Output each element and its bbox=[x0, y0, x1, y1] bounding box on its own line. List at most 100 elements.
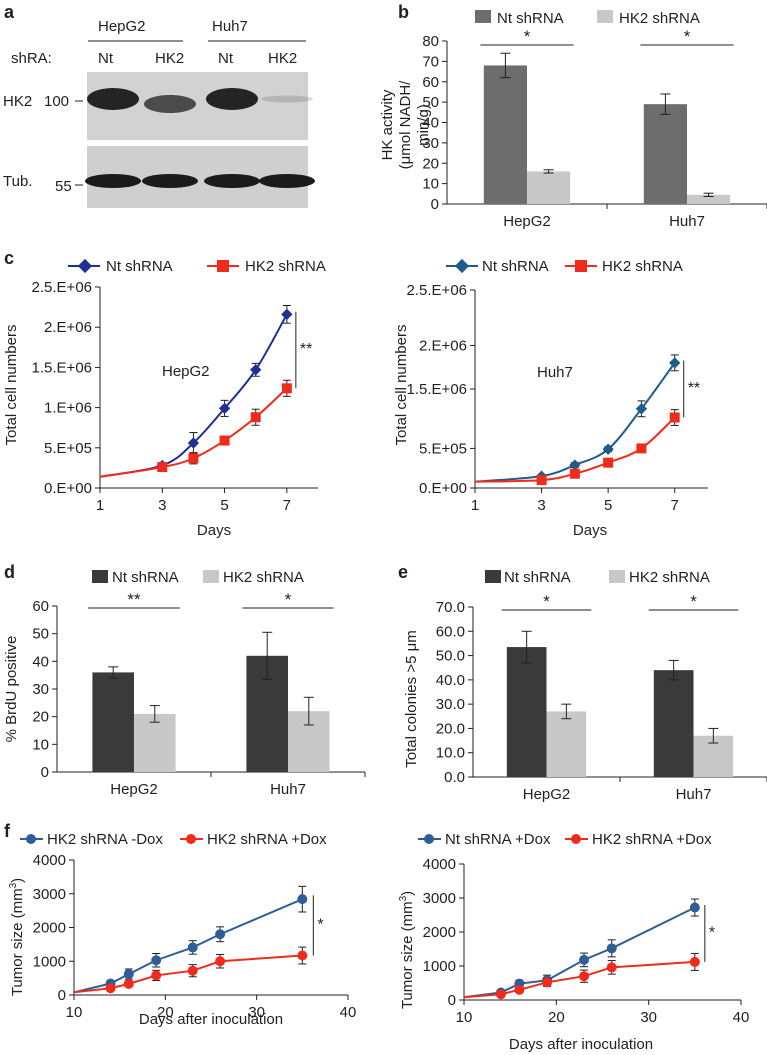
significance-mark: * bbox=[285, 590, 292, 609]
plot-c2: 0.E+00 5.E+05 1.5.E+06 2.E+06 2.5.E+06 1 3 5 7 ** bbox=[407, 282, 708, 514]
y-tick-label: 0 bbox=[58, 987, 66, 1004]
y-tick-label: 2.E+06 bbox=[419, 337, 467, 354]
legend-label-f2-a: Nt shRNA +Dox bbox=[445, 831, 551, 848]
x-tick-label: 10 bbox=[456, 1009, 473, 1026]
blot-lane-2: HK2 bbox=[155, 50, 184, 67]
legend-swatch-nt bbox=[475, 10, 491, 23]
legend-marker-c2-hk2 bbox=[575, 260, 587, 272]
data-point bbox=[542, 977, 553, 988]
legend-label-f1-b: HK2 shRNA +Dox bbox=[207, 831, 327, 848]
panel-letter-a: a bbox=[4, 2, 15, 22]
data-point bbox=[495, 989, 506, 1000]
x-tick-label: 7 bbox=[671, 497, 679, 514]
y-tick-label: 3000 bbox=[33, 886, 66, 903]
significance-mark: * bbox=[543, 592, 550, 611]
bar bbox=[687, 194, 731, 204]
blot-band-tub bbox=[85, 174, 141, 188]
legend-label-c1-nt: Nt shRNA bbox=[106, 258, 173, 275]
data-point bbox=[297, 950, 308, 961]
xlabel-f2: Days after inoculation bbox=[509, 1036, 653, 1053]
bar bbox=[506, 647, 547, 777]
data-point bbox=[536, 475, 547, 486]
legend-marker-f2-b bbox=[571, 834, 581, 844]
legend-label-hk2: HK2 shRNA bbox=[619, 10, 700, 27]
y-tick-label: 1.5.E+06 bbox=[407, 381, 467, 398]
x-tick-label: 1 bbox=[96, 497, 104, 514]
x-tick-label: Huh7 bbox=[270, 781, 306, 798]
legend-marker-f2-a bbox=[424, 834, 434, 844]
x-tick-label: 30 bbox=[248, 1004, 265, 1021]
y-tick-label: 0.0 bbox=[444, 769, 465, 786]
blot-band-hk2 bbox=[206, 88, 258, 110]
significance-mark: ** bbox=[127, 590, 141, 609]
y-tick-label: 1.5.E+06 bbox=[32, 359, 92, 376]
data-point bbox=[569, 459, 581, 471]
data-point bbox=[606, 962, 617, 973]
blot-hk2-label: HK2 bbox=[3, 93, 32, 110]
blot-band-tub bbox=[204, 174, 260, 188]
plot-c1: 0.E+00 5.E+05 1.E+06 1.5.E+06 2.E+06 2.5.E+06… bbox=[32, 279, 318, 514]
panel-letter-c: c bbox=[4, 248, 14, 268]
data-point bbox=[218, 402, 231, 415]
legend-label-nt: Nt shRNA bbox=[497, 10, 564, 27]
data-point bbox=[635, 403, 648, 415]
x-tick-label: 40 bbox=[340, 1004, 357, 1021]
data-point bbox=[669, 357, 681, 369]
y-tick-label: 2.E+06 bbox=[44, 319, 92, 336]
data-point bbox=[215, 929, 226, 940]
bar bbox=[483, 65, 527, 204]
annotation-c2: Huh7 bbox=[537, 364, 573, 381]
panel-letter-b: b bbox=[398, 2, 409, 22]
plot-b: 0 10 20 30 40 50 60 70 80 HepG2 * Huh7 * bbox=[422, 27, 767, 230]
x-tick-label: 10 bbox=[66, 1004, 83, 1021]
plot-f1: 0 1000 2000 3000 4000 10 20 30 40 * bbox=[33, 852, 357, 1021]
data-point bbox=[281, 308, 293, 320]
blot-band-tub bbox=[142, 174, 198, 188]
y-tick-label: 50.0 bbox=[436, 648, 465, 665]
data-point bbox=[187, 437, 200, 449]
y-tick-label: 60 bbox=[422, 74, 439, 91]
data-point bbox=[250, 364, 262, 376]
blot-band-hk2 bbox=[261, 95, 313, 103]
panel-c: c Nt shRNA HK2 shRNA 0.E+00 5.E+05 1.E+06 1… bbox=[3, 248, 708, 539]
y-tick-label: 70 bbox=[422, 53, 439, 70]
y-tick-label: 10.0 bbox=[436, 745, 465, 762]
y-tick-label: 1000 bbox=[33, 953, 66, 970]
x-tick-label: 40 bbox=[733, 1009, 750, 1026]
data-point bbox=[297, 894, 308, 905]
ylabel-f2: Tumor size (mm3) bbox=[398, 891, 416, 1009]
y-tick-label: 0 bbox=[41, 764, 49, 781]
ylabel-c2: Total cell numbers bbox=[393, 325, 410, 446]
significance-mark: * bbox=[524, 27, 531, 46]
x-tick-label: 20 bbox=[157, 1004, 174, 1021]
y-tick-label: 70.0 bbox=[436, 599, 465, 616]
blot-shra-label: shRA: bbox=[11, 50, 52, 67]
y-tick-label: 50 bbox=[32, 626, 49, 643]
data-point bbox=[669, 412, 680, 423]
y-tick-label: 20 bbox=[422, 155, 439, 172]
y-tick-label: 10 bbox=[32, 736, 49, 753]
legend-swatch-d-nt bbox=[92, 570, 108, 583]
legend-label-c2-hk2: HK2 shRNA bbox=[602, 258, 683, 275]
panel-e: e Nt shRNA HK2 shRNA 0.0 10.0 20.0 30.0 40.0… bbox=[398, 562, 767, 803]
data-point bbox=[187, 942, 198, 953]
blot-band-hk2 bbox=[144, 95, 196, 113]
bar bbox=[643, 104, 687, 204]
y-tick-label: 30.0 bbox=[436, 696, 465, 713]
x-tick-label: 7 bbox=[283, 497, 291, 514]
y-tick-label: 40 bbox=[32, 653, 49, 670]
legend-swatch-hk2 bbox=[597, 10, 613, 23]
ylabel-b-line2: (μmol NADH/ bbox=[397, 80, 414, 169]
y-tick-label: 50 bbox=[422, 94, 439, 111]
y-tick-label: 0.E+00 bbox=[419, 480, 467, 497]
legend-label-e-nt: Nt shRNA bbox=[504, 569, 571, 586]
data-point bbox=[105, 983, 116, 994]
ylabel-c1: Total cell numbers bbox=[3, 325, 20, 446]
data-point bbox=[602, 443, 614, 455]
bar bbox=[546, 711, 587, 777]
y-tick-label: 0.E+00 bbox=[44, 480, 92, 497]
y-tick-label: 2.5.E+06 bbox=[407, 282, 467, 299]
y-tick-label: 3000 bbox=[423, 890, 456, 907]
data-point bbox=[123, 969, 134, 980]
